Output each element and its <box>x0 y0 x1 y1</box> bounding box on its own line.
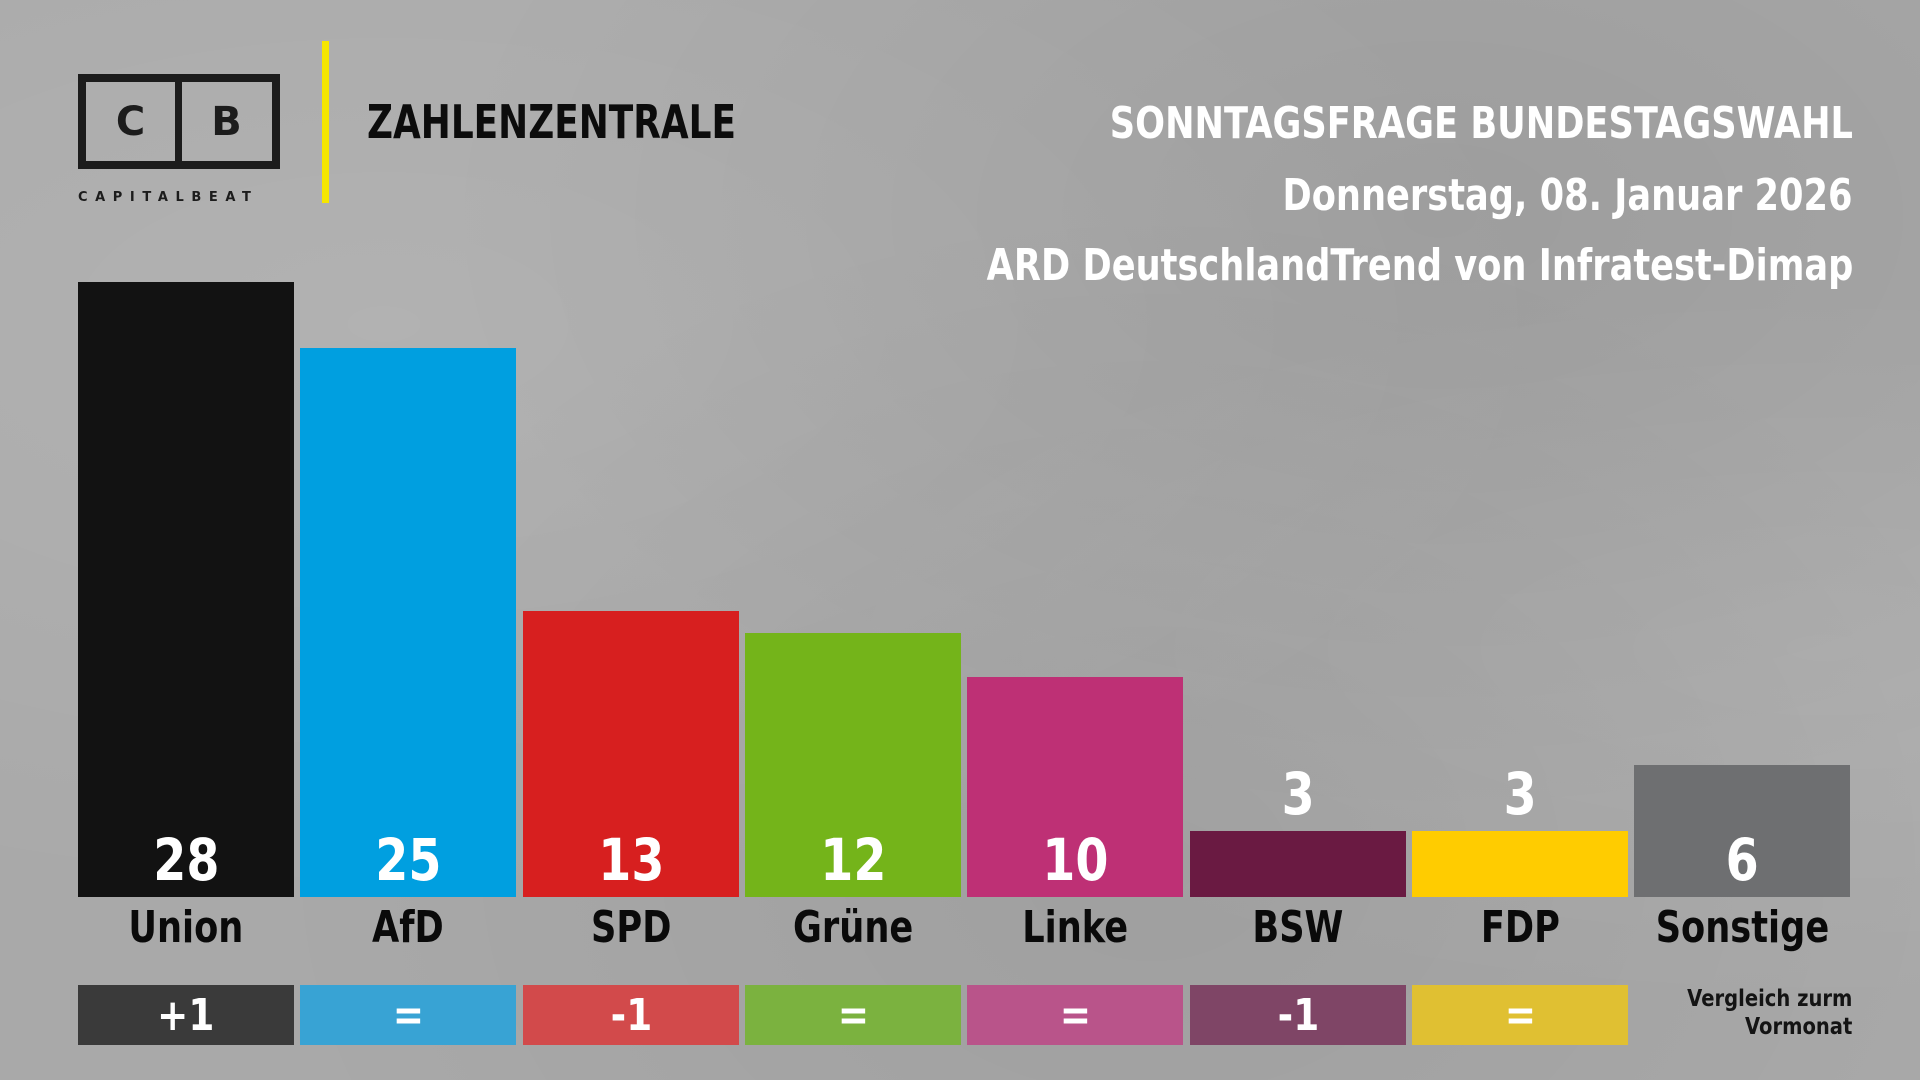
change-badge-linke: = <box>967 985 1183 1045</box>
category-label-text: AfD <box>372 902 444 953</box>
logo-letter-b: B <box>211 98 242 145</box>
value-label-linke: 10 <box>967 831 1183 889</box>
bar-fdp <box>1412 831 1628 897</box>
category-label-union: Union <box>78 906 294 950</box>
value-label-afd: 25 <box>300 831 516 889</box>
chart-source: ARD DeutschlandTrend von Infratest-Dimap <box>770 244 1853 288</box>
bar-sonstige <box>1634 765 1850 897</box>
category-label-text: Linke <box>1022 902 1128 953</box>
comparison-note: Vergleich zurm Vormonat <box>1658 985 1852 1041</box>
section-title: ZAHLENZENTRALE <box>367 96 840 148</box>
change-badge-spd: -1 <box>523 985 739 1045</box>
chart-date: Donnerstag, 08. Januar 2026 <box>1140 174 1853 218</box>
value-label-text: 25 <box>374 826 442 894</box>
category-label-text: BSW <box>1252 902 1344 953</box>
change-badge-afd: = <box>300 985 516 1045</box>
value-label-text: 3 <box>1503 760 1537 828</box>
category-label-text: SPD <box>590 902 672 953</box>
category-label-text: FDP <box>1480 902 1560 953</box>
change-badge-text: = <box>1059 989 1091 1041</box>
category-label-text: Union <box>128 902 244 953</box>
capitalbeat-logo: C B <box>78 74 280 169</box>
category-label-bsw: BSW <box>1190 906 1406 950</box>
change-badge-fdp: = <box>1412 985 1628 1045</box>
value-label-text: 13 <box>597 826 665 894</box>
bar-gr-ne <box>745 633 961 897</box>
chart-source-text: ARD DeutschlandTrend von Infratest-Dimap <box>986 240 1853 291</box>
bar-linke <box>967 677 1183 897</box>
value-label-fdp: 3 <box>1412 765 1628 823</box>
bar-bsw <box>1190 831 1406 897</box>
value-label-sonstige: 6 <box>1634 831 1850 889</box>
bar-spd <box>523 611 739 897</box>
value-label-text: 6 <box>1725 826 1759 894</box>
chart-date-text: Donnerstag, 08. Januar 2026 <box>1282 170 1853 221</box>
logo-wordmark: CAPITALBEAT <box>78 190 259 205</box>
value-label-text: 10 <box>1041 826 1109 894</box>
category-label-text: Grüne <box>792 902 914 953</box>
value-label-text: 28 <box>152 826 220 894</box>
change-badge-bsw: -1 <box>1190 985 1406 1045</box>
logo-divider <box>175 82 182 161</box>
section-title-text: ZAHLENZENTRALE <box>367 95 737 149</box>
change-badge-union: +1 <box>78 985 294 1045</box>
change-badge-gr-ne: = <box>745 985 961 1045</box>
bar-afd <box>300 348 516 897</box>
category-label-sonstige: Sonstige <box>1634 906 1850 950</box>
category-label-fdp: FDP <box>1412 906 1628 950</box>
change-badge-text: = <box>837 989 869 1041</box>
change-badge-text: = <box>1504 989 1536 1041</box>
comparison-note-line-2: Vormonat <box>1744 1014 1852 1040</box>
comparison-note-line-1: Vergleich zurm <box>1686 986 1852 1012</box>
change-badge-text: +1 <box>157 989 215 1041</box>
category-label-afd: AfD <box>300 906 516 950</box>
value-label-gr-ne: 12 <box>745 831 961 889</box>
category-label-gr-ne: Grüne <box>745 906 961 950</box>
chart-title: SONNTAGSFRAGE BUNDESTAGSWAHL <box>924 102 1853 146</box>
value-label-text: 3 <box>1281 760 1315 828</box>
bar-union <box>78 282 294 897</box>
value-label-union: 28 <box>78 831 294 889</box>
category-label-text: Sonstige <box>1655 902 1830 953</box>
category-label-linke: Linke <box>967 906 1183 950</box>
change-badge-text: -1 <box>610 989 652 1041</box>
value-label-spd: 13 <box>523 831 739 889</box>
logo-letter-c: C <box>115 98 146 145</box>
change-badge-text: = <box>392 989 424 1041</box>
change-badge-text: -1 <box>1277 989 1319 1041</box>
category-label-spd: SPD <box>523 906 739 950</box>
value-label-text: 12 <box>819 826 887 894</box>
accent-divider <box>322 41 329 203</box>
chart-title-text: SONNTAGSFRAGE BUNDESTAGSWAHL <box>1109 98 1853 149</box>
value-label-bsw: 3 <box>1190 765 1406 823</box>
